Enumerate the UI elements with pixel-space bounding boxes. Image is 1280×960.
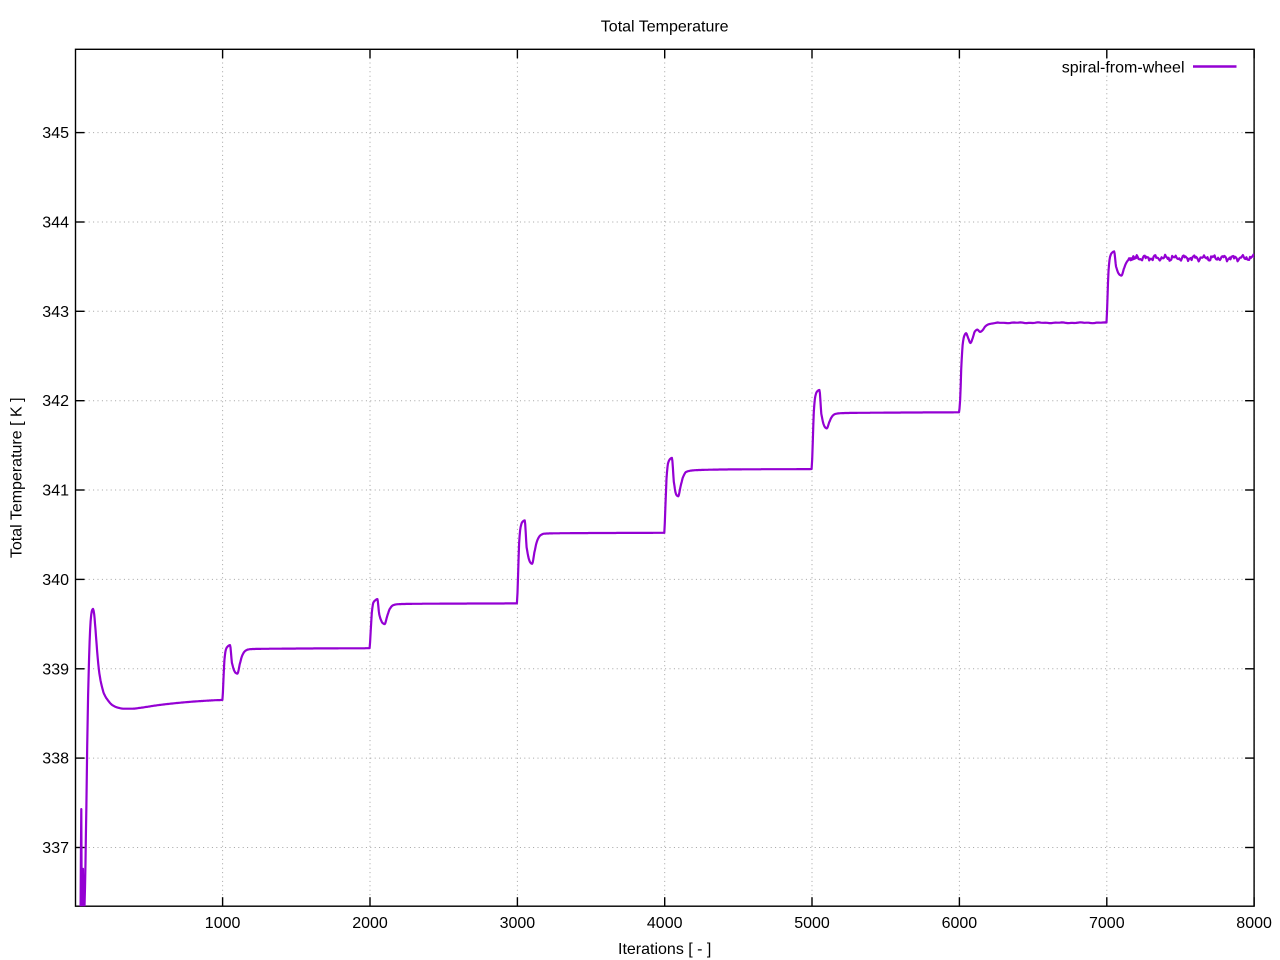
svg-text:337: 337 [42, 840, 69, 857]
svg-text:Total Temperature: Total Temperature [601, 19, 729, 36]
svg-text:8000: 8000 [1236, 915, 1272, 932]
svg-text:3000: 3000 [500, 915, 536, 932]
svg-text:2000: 2000 [352, 915, 388, 932]
svg-text:1000: 1000 [205, 915, 241, 932]
svg-text:345: 345 [42, 125, 69, 142]
svg-text:7000: 7000 [1089, 915, 1125, 932]
svg-text:Total Temperature [ K ]: Total Temperature [ K ] [9, 397, 26, 558]
svg-text:341: 341 [42, 483, 69, 500]
svg-text:342: 342 [42, 393, 69, 410]
svg-text:340: 340 [42, 572, 69, 589]
svg-text:6000: 6000 [942, 915, 978, 932]
svg-text:343: 343 [42, 304, 69, 321]
svg-text:5000: 5000 [794, 915, 830, 932]
svg-text:338: 338 [42, 751, 69, 768]
svg-text:spiral-from-wheel: spiral-from-wheel [1062, 60, 1185, 77]
svg-text:Iterations [ - ]: Iterations [ - ] [618, 941, 711, 958]
svg-text:344: 344 [42, 215, 69, 232]
svg-text:339: 339 [42, 661, 69, 678]
svg-text:4000: 4000 [647, 915, 683, 932]
